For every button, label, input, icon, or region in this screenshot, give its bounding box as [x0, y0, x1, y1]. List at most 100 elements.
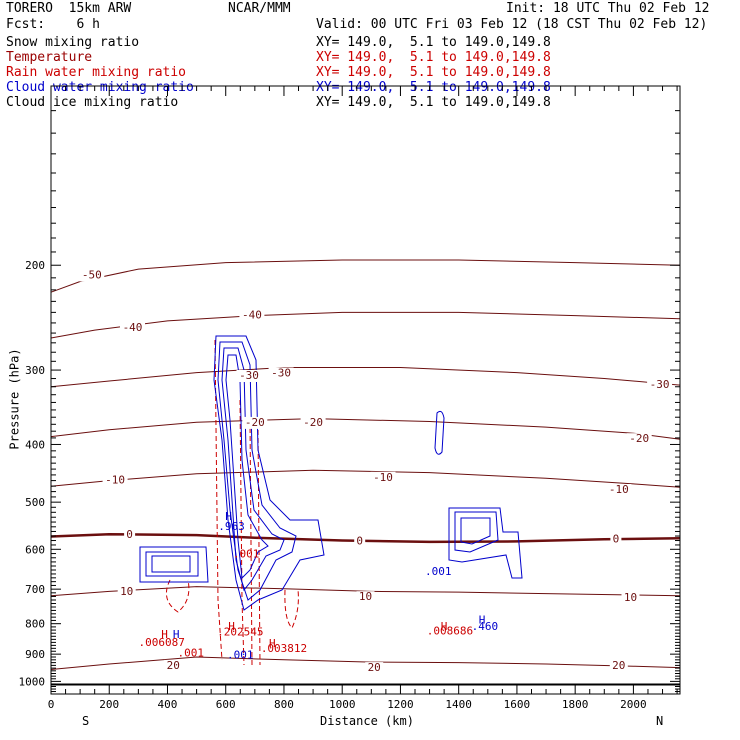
temperature-label-bg-4: [268, 367, 294, 380]
temperature-label-14: 0: [613, 533, 620, 546]
temperature-label-bg-11: [606, 484, 632, 496]
temperature-label-bg-17: [621, 591, 640, 604]
y-tick-label-6: 800: [25, 618, 45, 631]
temperature-label-bg-1: [120, 322, 145, 334]
field-name-rain: Rain water mixing ratio: [6, 65, 187, 80]
rain-dashed-left-blob: [165, 579, 190, 613]
temperature-label-10: -10: [373, 471, 393, 484]
temperature-label-17: 10: [624, 591, 637, 604]
temperature-label-18: 20: [167, 659, 180, 672]
temperature-label-4: -30: [271, 367, 291, 380]
temperature-label-16: 10: [359, 590, 372, 603]
forecast-hour: Fcst: 6 h: [6, 17, 100, 32]
temperature-label-bg-3: [236, 370, 262, 382]
cloud-left-box-outer: [139, 546, 209, 583]
field-xy-snow: XY= 149.0, 5.1 to 149.0,149.8: [316, 35, 551, 50]
field-name-temperature: Temperature: [6, 50, 93, 65]
x-tick-label-10: 2000: [620, 698, 647, 711]
temperature-label-bg-16: [356, 591, 375, 604]
y-tick-label-2: 400: [25, 438, 45, 451]
contour-labels: -50 -40 -40 -30 -30 -30 -20 -20 -20 -10 -10 -10 0 0 0 1…: [79, 268, 673, 675]
cloud-water-contours: [139, 335, 523, 611]
rain-label-9: .008686: [427, 625, 473, 638]
field-xy-cloud-ice: XY= 149.0, 5.1 to 149.0,149.8: [316, 95, 551, 110]
x-end-label-south: S: [82, 714, 90, 728]
y-tick-label-1: 300: [25, 364, 45, 377]
cloud-left-box-inner: [145, 551, 199, 577]
field-xy-temperature: XY= 149.0, 5.1 to 149.0,149.8: [316, 50, 551, 65]
cloud-core-inner: [221, 347, 285, 592]
y-tick-label-5: 700: [25, 583, 45, 596]
temperature-label-bg-5: [647, 379, 673, 392]
temperature-contour-5: [50, 532, 681, 544]
y-tick-label-8: 1000: [19, 675, 46, 688]
cloud-label-4: H: [479, 613, 486, 626]
rain-dashed-column: [214, 339, 261, 666]
temperature-label-11: -10: [609, 483, 629, 496]
rain-label-7: .003812: [261, 642, 307, 655]
temperature-label-5: -30: [650, 378, 670, 391]
temperature-label-bg-10: [370, 471, 396, 484]
temperature-label-7: -20: [303, 416, 323, 429]
cloud-right-inner: [454, 511, 499, 553]
x-tick-label-0: 0: [48, 698, 55, 711]
x-tick-label-3: 600: [216, 698, 236, 711]
temperature-label-bg-9: [102, 474, 128, 487]
temperature-label-8: -20: [629, 432, 649, 445]
rain-label-2: .001: [178, 647, 205, 660]
temperature-label-bg-14: [610, 533, 622, 546]
y-tick-label-0: 200: [25, 259, 45, 272]
field-xy-rain: XY= 149.0, 5.1 to 149.0,149.8: [316, 65, 551, 80]
x-end-label-north: N: [656, 714, 664, 728]
temperature-label-bg-12: [124, 529, 136, 542]
cloud-label-0: H: [173, 628, 180, 641]
x-tick-label-6: 1200: [387, 698, 414, 711]
cloud-label-1: H: [225, 510, 232, 523]
temperature-label-12: 0: [126, 528, 133, 541]
cloud-label-6: .001: [227, 649, 254, 662]
temperature-label-bg-6: [242, 416, 268, 429]
x-tick-label-2: 400: [158, 698, 178, 711]
temperature-label-bg-8: [626, 433, 652, 446]
init-time: Init: 18 UTC Thu 02 Feb 12: [506, 1, 710, 16]
temperature-label-20: 20: [612, 659, 625, 672]
rain-label-0: H: [161, 628, 168, 641]
temperature-label-bg-20: [609, 659, 628, 672]
cloud-label-3: .001: [425, 565, 452, 578]
temperature-label-19: 20: [368, 661, 381, 674]
temperature-contour-3: [50, 418, 681, 440]
field-xy-cloud-water: XY= 149.0, 5.1 to 149.0,149.8: [316, 80, 551, 95]
y-tick-label-7: 900: [25, 648, 45, 661]
cloud-label-5: .460: [472, 620, 499, 633]
x-tick-label-5: 1000: [329, 698, 356, 711]
cloud-core-mid: [217, 341, 297, 601]
cloud-mid-small: [434, 410, 445, 455]
temperature-label-2: -40: [242, 309, 262, 322]
temperature-contour-4: [50, 469, 681, 488]
temperature-contour-0: [50, 259, 681, 293]
x-tick-label-9: 1800: [562, 698, 589, 711]
temperature-contour-1: [50, 311, 681, 339]
field-name-cloud-ice: Cloud ice mixing ratio: [6, 95, 179, 110]
temperature-label-6: -20: [245, 416, 265, 429]
valid-time: Valid: 00 UTC Fri 03 Feb 12 (18 CST Thu …: [316, 17, 708, 32]
temperature-contours: [50, 259, 681, 670]
temperature-label-bg-7: [300, 416, 326, 429]
rain-label-3: H: [228, 620, 235, 633]
temperature-label-3: -30: [239, 369, 259, 382]
temperature-label-9: -10: [105, 474, 125, 487]
temperature-label-13: 0: [356, 534, 363, 547]
model-title: TORERO 15km ARW: [6, 1, 132, 16]
rain-label-8: H: [441, 620, 448, 633]
x-tick-label-8: 1600: [504, 698, 531, 711]
cloud-core-core: [225, 354, 269, 580]
cloud-label-2: .963: [218, 520, 245, 533]
plot-frame: [50, 85, 681, 695]
cloud-right-outer: [448, 507, 523, 579]
temperature-label-bg-18: [164, 659, 183, 672]
temperature-label-bg-2: [239, 309, 265, 322]
y-tick-label-4: 600: [25, 543, 45, 556]
temperature-label-bg-0: [79, 269, 105, 282]
